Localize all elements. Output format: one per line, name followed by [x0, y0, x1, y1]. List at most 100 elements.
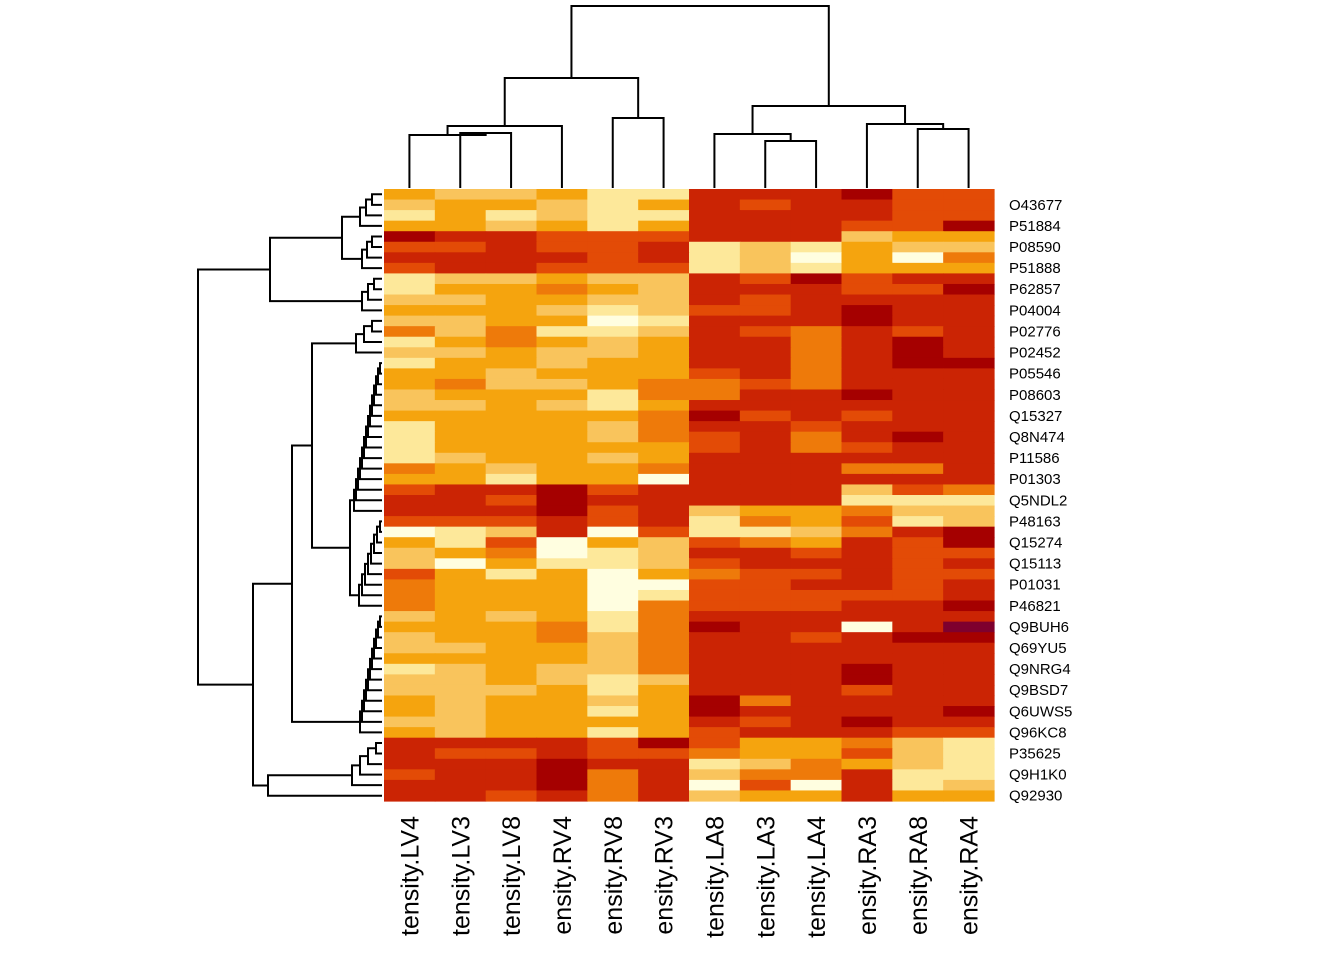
heatmap-cell: [384, 790, 436, 802]
heatmap-cell: [638, 326, 690, 338]
heatmap-cell: [943, 653, 995, 665]
heatmap-cell: [689, 727, 741, 739]
heatmap-cell: [434, 516, 487, 528]
heatmap-cell: [943, 537, 995, 549]
heatmap-cell: [536, 779, 588, 792]
heatmap-cell: [739, 589, 792, 602]
heatmap-cell: [790, 463, 843, 475]
heatmap-cell: [485, 748, 538, 760]
column-label: tensity.LA8: [701, 816, 729, 938]
heatmap-cell: [943, 684, 995, 697]
heatmap-cell: [943, 389, 995, 401]
heatmap-cell: [689, 579, 741, 591]
heatmap-cell: [790, 706, 843, 718]
heatmap-cell: [841, 473, 893, 486]
heatmap-cell: [790, 674, 843, 686]
heatmap-cell: [587, 653, 639, 665]
heatmap-cell: [485, 473, 538, 486]
heatmap-cell: [536, 241, 588, 253]
heatmap-cell: [841, 790, 893, 802]
heatmap-cell: [739, 579, 792, 591]
row-label: P11586: [1009, 450, 1060, 467]
heatmap-cell: [384, 600, 436, 612]
heatmap-cell: [384, 632, 436, 644]
heatmap-cell: [892, 748, 944, 760]
heatmap-cell: [689, 336, 741, 348]
heatmap-cell: [790, 294, 843, 306]
heatmap-cell: [943, 484, 995, 496]
heatmap-cell: [790, 378, 843, 391]
heatmap-cell: [434, 389, 487, 401]
heatmap-cell: [485, 294, 538, 306]
heatmap-cell: [638, 632, 690, 644]
heatmap-cell: [689, 611, 741, 623]
heatmap-cell: [790, 273, 843, 285]
heatmap-cell: [689, 695, 741, 707]
row-label: P62857: [1009, 281, 1061, 298]
heatmap-cell: [587, 199, 639, 211]
heatmap-cells: [384, 189, 995, 802]
row-label: Q15113: [1009, 556, 1061, 573]
heatmap-cell: [943, 378, 995, 391]
heatmap-cell: [892, 495, 944, 507]
heatmap-cell: [739, 378, 792, 391]
heatmap-cell: [943, 442, 995, 454]
heatmap-cell: [485, 368, 538, 380]
heatmap-cell: [841, 727, 893, 739]
heatmap-cell: [739, 389, 792, 401]
heatmap-cell: [434, 400, 487, 412]
heatmap-cell: [434, 642, 487, 654]
heatmap-cell: [892, 368, 944, 380]
heatmap-cell: [384, 621, 436, 633]
heatmap-cell: [689, 537, 741, 549]
heatmap-cell: [434, 568, 487, 581]
heatmap-cell: [943, 241, 995, 253]
row-label: P51884: [1009, 218, 1061, 235]
heatmap-cell: [587, 632, 639, 644]
heatmap-cell: [841, 400, 893, 412]
column-label: ensity.RV8: [600, 816, 628, 935]
heatmap-cell: [536, 642, 588, 654]
heatmap-cell: [434, 526, 487, 538]
heatmap-cell: [536, 684, 588, 697]
heatmap-cell: [638, 315, 690, 327]
heatmap-cell: [587, 568, 639, 581]
heatmap-cell: [434, 600, 487, 612]
heatmap-cell: [892, 326, 944, 338]
heatmap-cell: [790, 779, 843, 792]
heatmap-cell: [841, 231, 893, 243]
heatmap-cell: [384, 505, 436, 517]
heatmap-cell: [739, 642, 792, 654]
column-label: ensity.RA4: [956, 816, 984, 935]
heatmap-cell: [638, 495, 690, 507]
heatmap-cell: [384, 410, 436, 422]
heatmap-cell: [638, 642, 690, 654]
heatmap-cell: [841, 294, 893, 306]
heatmap-cell: [536, 674, 588, 686]
heatmap-cell: [485, 727, 538, 739]
heatmap-cell: [790, 653, 843, 665]
heatmap-cell: [434, 758, 487, 770]
heatmap-cell: [689, 516, 741, 528]
heatmap-cell: [536, 706, 588, 718]
heatmap-cell: [739, 547, 792, 559]
heatmap-cell: [689, 779, 741, 792]
heatmap-cell: [485, 516, 538, 528]
heatmap-cell: [536, 716, 588, 728]
heatmap-cell: [790, 663, 843, 675]
heatmap-cell: [943, 336, 995, 348]
heatmap-cell: [841, 516, 893, 528]
heatmap-cell: [434, 199, 487, 211]
heatmap-cell: [892, 706, 944, 718]
heatmap-cell: [638, 600, 690, 612]
heatmap-cell: [638, 452, 690, 464]
heatmap-cell: [841, 262, 893, 275]
heatmap-cell: [790, 421, 843, 433]
heatmap-cell: [892, 727, 944, 739]
heatmap-cell: [892, 463, 944, 475]
heatmap-cell: [638, 231, 690, 243]
row-label: Q69YU5: [1009, 640, 1067, 657]
heatmap-cell: [689, 621, 741, 633]
heatmap-cell: [638, 579, 690, 591]
heatmap-cell: [790, 189, 843, 201]
